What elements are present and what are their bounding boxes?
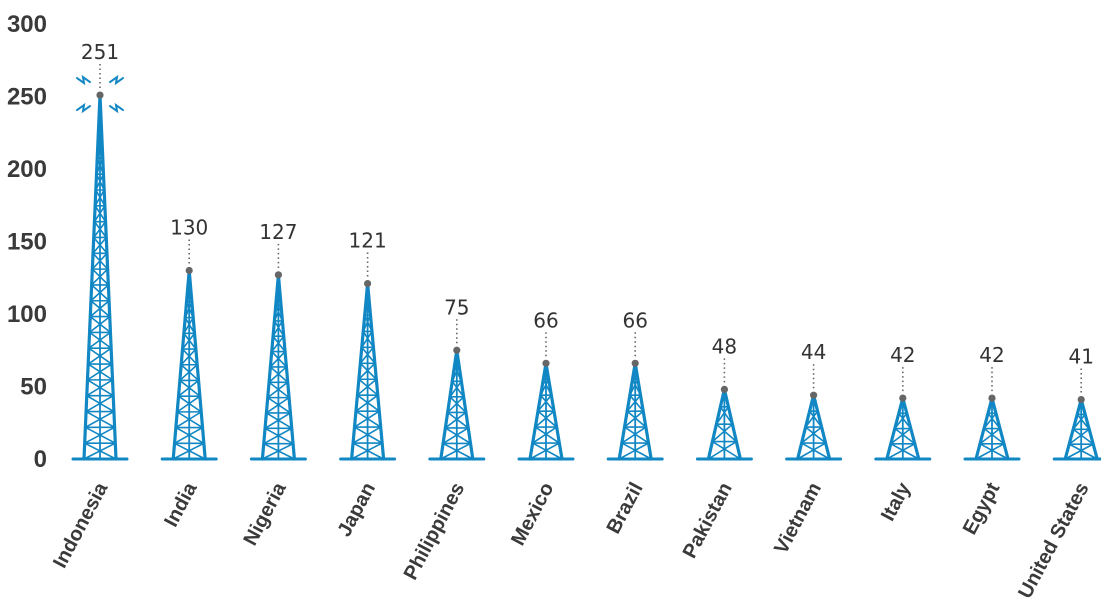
value-marker: [631, 359, 639, 367]
value-labels-layer: 251 130 127 121 75 66 66 48 44 42 42 41: [81, 40, 1094, 404]
value-marker: [96, 91, 104, 99]
value-label: 44: [801, 340, 826, 364]
value-label: 130: [170, 216, 208, 240]
category-label: United States: [1014, 479, 1093, 601]
value-marker: [364, 279, 372, 288]
value-label: 48: [712, 334, 737, 358]
tower-bar: [1052, 397, 1101, 461]
category-label: Indonesia: [49, 478, 113, 572]
value-marker: [988, 394, 996, 402]
value-label: 41: [1068, 345, 1093, 369]
y-tick-label: 50: [20, 374, 47, 401]
value-marker: [274, 271, 282, 279]
value-label: 75: [444, 295, 469, 319]
category-label: Philippines: [400, 479, 470, 584]
y-tick-label: 150: [7, 229, 47, 256]
category-label: India: [160, 478, 202, 530]
value-marker: [899, 394, 907, 402]
towers-layer: [71, 74, 1101, 461]
category-label: Vietnam: [770, 479, 826, 558]
y-tick-label: 0: [34, 446, 47, 473]
tower-bar: [71, 74, 129, 461]
tower-bar: [606, 361, 664, 461]
tower-bar: [963, 396, 1021, 461]
category-label: Japan: [333, 479, 380, 540]
value-label: 42: [979, 343, 1004, 367]
signal-bolt-icon: [109, 102, 124, 114]
value-label: 66: [533, 308, 558, 332]
tower-bar: [428, 348, 486, 461]
signal-bolt-icon: [109, 74, 124, 86]
category-label: Mexico: [507, 479, 558, 549]
signal-bolt-icon: [76, 74, 91, 86]
value-label: 127: [259, 220, 297, 244]
value-label: 42: [890, 343, 915, 367]
value-label: 121: [349, 229, 387, 253]
value-marker: [810, 391, 818, 399]
category-label: Egypt: [959, 479, 1005, 539]
tower-bar: [785, 393, 843, 461]
value-label: 66: [622, 308, 647, 332]
tower-bar: [695, 387, 753, 461]
value-label: 251: [81, 40, 119, 64]
y-tick-label: 300: [7, 11, 47, 38]
value-marker: [542, 359, 550, 367]
category-label: Brazil: [603, 479, 648, 537]
y-tick-label: 100: [7, 301, 47, 328]
tower-bar: [249, 273, 307, 461]
tower-bar: [339, 281, 397, 461]
signal-bolt-icon: [76, 102, 91, 114]
value-marker: [185, 266, 193, 275]
y-axis: 0 50 100 150 200 250 300: [7, 11, 47, 473]
y-tick-label: 250: [7, 84, 47, 111]
x-axis-labels: Indonesia India Nigeria Japan Philippines Mex…: [49, 478, 1093, 601]
category-label: Italy: [877, 478, 916, 524]
value-marker: [453, 346, 461, 354]
tower-bar: [874, 396, 932, 461]
tower-bar: [517, 361, 575, 461]
category-label: Nigeria: [240, 478, 292, 549]
tower-bar: [160, 268, 218, 461]
value-marker: [720, 385, 729, 393]
y-tick-label: 200: [7, 156, 47, 183]
category-label: Pakistan: [679, 479, 737, 562]
value-marker: [1077, 395, 1085, 404]
